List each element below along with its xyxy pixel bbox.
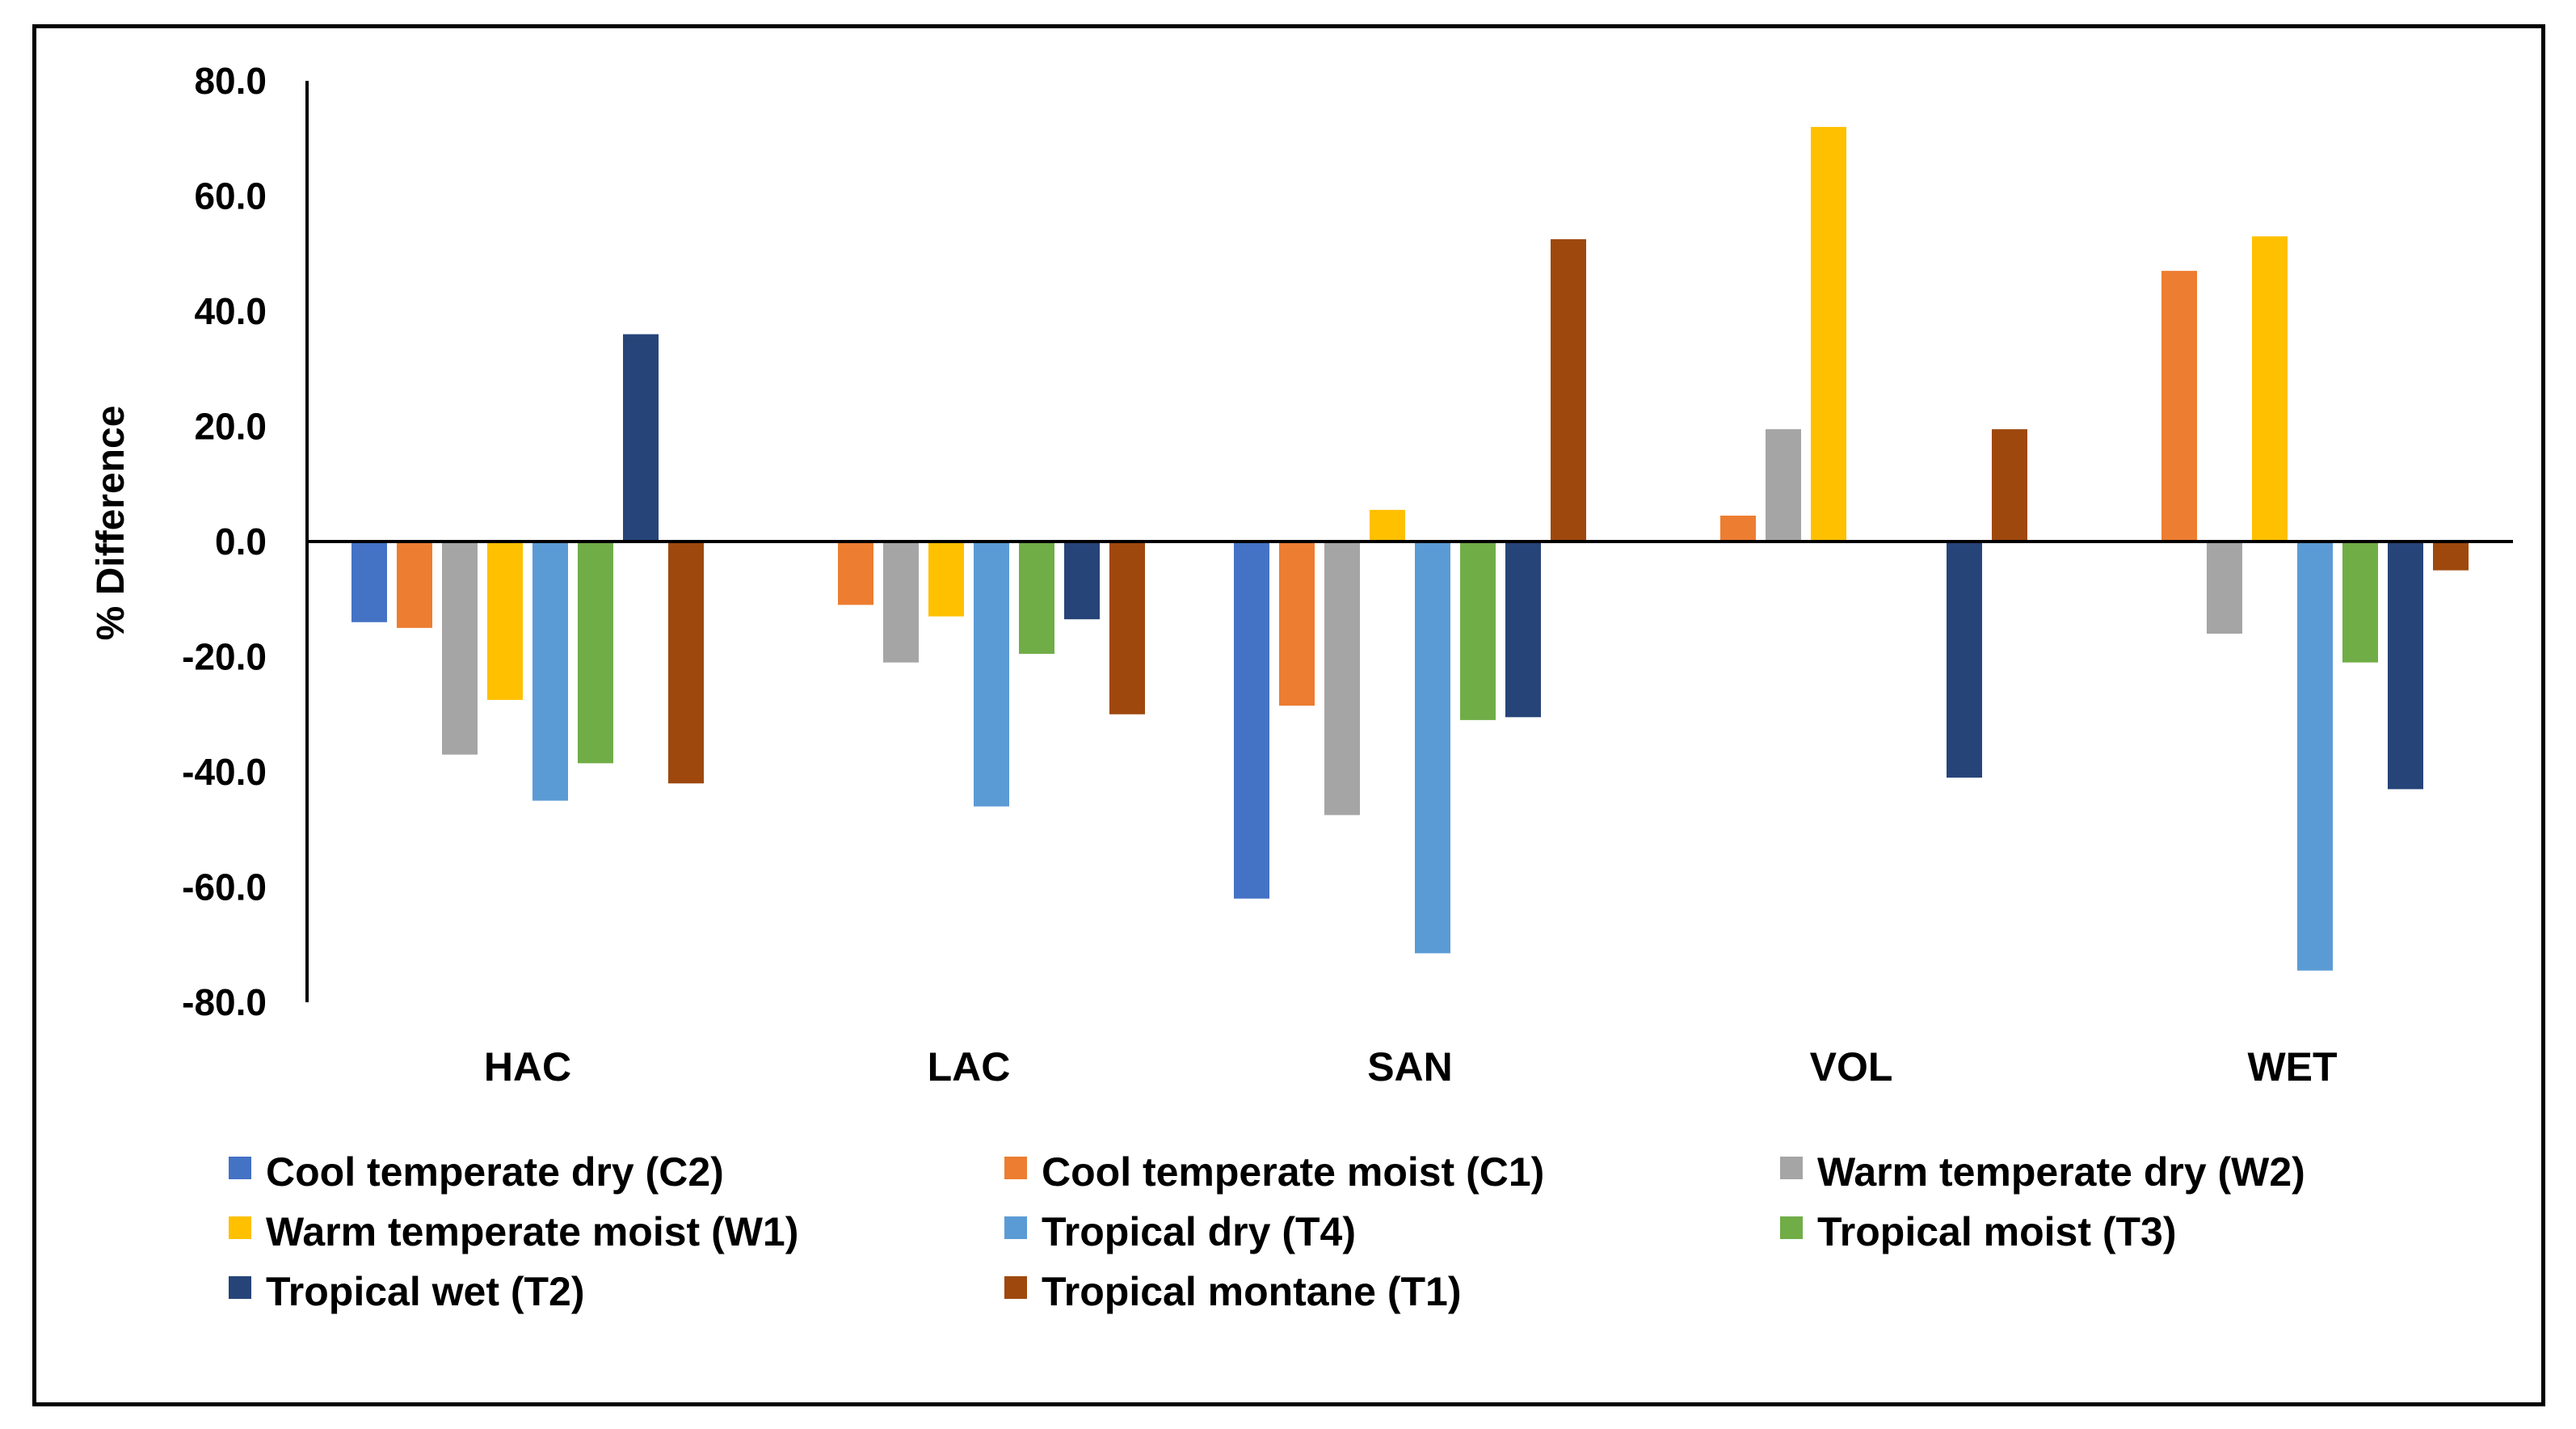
legend-label: Cool temperate dry (C2) [266,1149,724,1195]
bar-vol-2 [1720,515,1756,542]
bar-san-8 [1551,238,1586,542]
bar-san-6 [1460,542,1496,720]
bar-lac-7 [1064,542,1100,620]
legend-item: Cool temperate dry (C2) [229,1149,724,1195]
bar-lac-5 [974,542,1009,807]
y-tick-label: -60.0 [182,866,267,908]
bar-wet-3 [2207,542,2242,634]
y-tick-label: 80.0 [194,60,267,102]
chart-frame: 80.0 60.0 40.0 20.0 0.0 -20.0 -40.0 -60.0 -80.0 … [32,24,2545,1406]
bar-san-1 [1234,542,1269,899]
category-label-wet: WET [2247,1044,2337,1090]
bar-vol-3 [1766,429,1801,542]
bar-lac-3 [883,542,919,663]
legend-item: Warm temperate moist (W1) [229,1209,798,1254]
y-tick-label: 60.0 [194,175,267,217]
bar-vol-7 [1947,542,1982,778]
y-tick-label: -40.0 [182,751,267,793]
legend-item: Cool temperate moist (C1) [1004,1149,1544,1195]
bar-wet-4 [2252,236,2288,542]
y-axis-ticks: 80.0 60.0 40.0 20.0 0.0 -20.0 -40.0 -60.0 -80.0 [182,60,267,1023]
legend-swatch [229,1216,251,1239]
category-labels: HAC LAC SAN VOL WET [484,1044,2338,1090]
legend-label: Tropical dry (T4) [1042,1209,1356,1254]
bar-lac-6 [1019,542,1054,654]
y-tick-label: -20.0 [182,636,267,678]
bar-san-2 [1279,542,1315,706]
bar-hac-4 [487,542,523,700]
bar-wet-8 [2433,542,2469,571]
bar-san-7 [1505,542,1541,718]
legend-swatch [1004,1157,1027,1179]
bar-wet-6 [2342,542,2378,663]
bar-chart: 80.060.040.020.00.0-20.0-40.0-60.0-80.0 … [90,60,2513,1314]
bar-hac-6 [578,542,613,764]
bar-wet-7 [2388,542,2423,790]
y-tick-label: 40.0 [194,290,267,332]
legend-swatch [1780,1216,1803,1239]
bars [351,127,2469,971]
legend-label: Warm temperate dry (W2) [1817,1149,2305,1195]
legend: Cool temperate dry (C2) Cool temperate mo… [229,1149,2305,1314]
category-label-vol: VOL [1810,1044,1893,1090]
axes [305,81,2513,1002]
legend-label: Warm temperate moist (W1) [266,1209,798,1254]
y-axis-title: % Difference [90,406,133,641]
legend-swatch [229,1276,251,1299]
bar-lac-4 [928,542,964,617]
legend-label: Tropical moist (T3) [1817,1209,2177,1254]
category-label-san: SAN [1367,1044,1453,1090]
bar-san-4 [1370,509,1405,542]
y-tick-label: 0.0 [215,521,267,563]
bar-vol-4 [1811,127,1846,542]
category-label-lac: LAC [928,1044,1011,1090]
legend-swatch [1004,1216,1027,1239]
y-tick-label: 20.0 [194,406,267,448]
y-tick-label: -80.0 [182,981,267,1023]
legend-swatch [1004,1276,1027,1299]
legend-label: Cool temperate moist (C1) [1042,1149,1544,1195]
bar-lac-2 [838,542,873,605]
bar-vol-8 [1992,429,2027,542]
legend-item: Tropical moist (T3) [1780,1209,2177,1254]
legend-item: Tropical dry (T4) [1004,1209,1356,1254]
bar-lac-8 [1109,542,1145,714]
bar-hac-8 [668,542,704,784]
legend-swatch [229,1157,251,1179]
bar-hac-1 [351,542,387,622]
bar-hac-3 [442,542,478,755]
bar-san-3 [1324,542,1360,816]
legend-item: Tropical wet (T2) [229,1269,585,1314]
legend-label: Tropical wet (T2) [266,1269,585,1314]
category-label-hac: HAC [484,1044,571,1090]
bar-wet-5 [2297,542,2333,971]
legend-label: Tropical montane (T1) [1042,1269,1462,1314]
bar-hac-7 [623,334,659,542]
bar-san-5 [1415,542,1450,954]
bar-hac-2 [397,542,432,628]
bar-hac-5 [532,542,568,801]
bar-wet-2 [2161,271,2197,542]
legend-swatch [1780,1157,1803,1179]
legend-item: Tropical montane (T1) [1004,1269,1462,1314]
legend-item: Warm temperate dry (W2) [1780,1149,2305,1195]
